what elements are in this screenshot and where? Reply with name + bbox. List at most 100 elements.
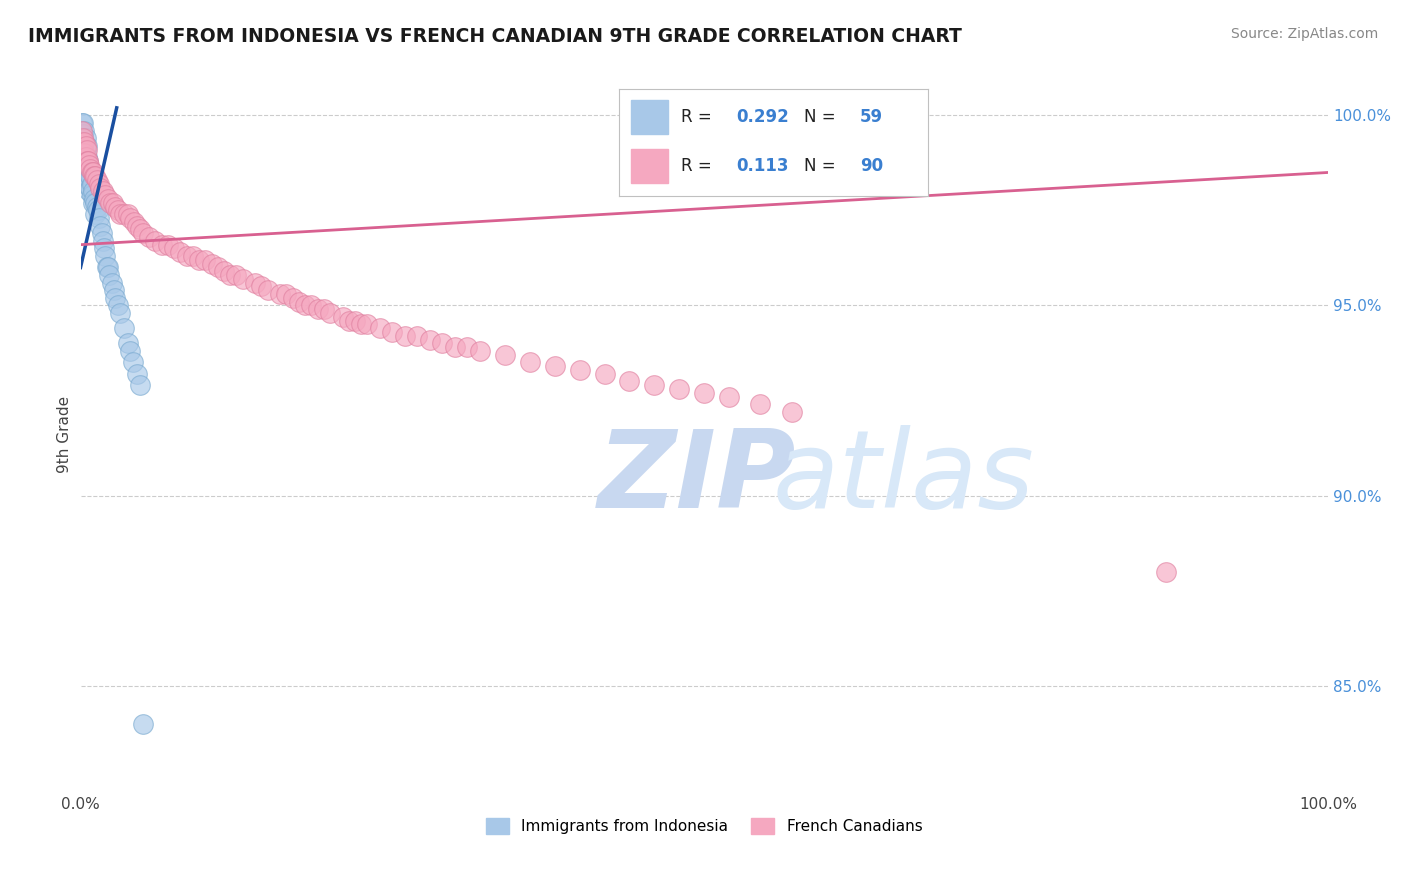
Point (77, 165, 100, 179)
Text: N =: N = (804, 157, 841, 175)
Point (381, 325, 404, 339)
Point (120, 344, 142, 359)
Point (89, 219, 111, 233)
Point (299, 298, 322, 312)
Point (232, 272, 254, 286)
Point (343, 314, 366, 328)
Bar (631, 149, 668, 184)
Point (76, 173, 98, 187)
Point (619, 375, 641, 389)
Point (250, 279, 273, 293)
Point (70, 131, 93, 145)
Point (97, 192, 120, 206)
Point (169, 245, 191, 260)
Point (77, 173, 100, 187)
Point (125, 367, 148, 381)
Point (194, 252, 217, 267)
Point (91, 234, 114, 248)
Point (75, 165, 97, 179)
Point (84, 169, 107, 184)
Legend: Immigrants from Indonesia, French Canadians: Immigrants from Indonesia, French Canadi… (486, 818, 922, 834)
Point (83, 192, 105, 206)
Point (163, 242, 186, 256)
Point (294, 298, 316, 312)
Point (72, 139, 94, 153)
Point (70, 116, 93, 130)
Point (181, 249, 204, 263)
Point (73, 135, 96, 149)
Point (188, 252, 211, 267)
Point (443, 340, 465, 354)
Point (76, 143, 98, 157)
Point (125, 219, 148, 233)
Text: atlas: atlas (773, 425, 1035, 530)
Text: Source: ZipAtlas.com: Source: ZipAtlas.com (1230, 27, 1378, 41)
Point (80, 188, 103, 202)
Text: 0.113: 0.113 (737, 157, 789, 175)
Point (494, 348, 516, 362)
Point (281, 291, 304, 305)
Point (89, 211, 111, 225)
Text: 59: 59 (860, 108, 883, 126)
Point (117, 207, 139, 221)
Point (129, 378, 152, 392)
Point (212, 264, 235, 278)
Point (337, 314, 360, 328)
Point (80, 165, 103, 179)
Point (693, 385, 716, 400)
Point (468, 344, 491, 359)
Point (780, 405, 803, 419)
Point (73, 169, 96, 184)
Point (1154, 565, 1177, 579)
Point (79, 169, 101, 184)
Bar (631, 100, 668, 134)
Point (288, 294, 311, 309)
Text: R =: R = (681, 108, 717, 126)
Point (156, 237, 179, 252)
Point (73, 123, 96, 137)
Point (332, 310, 354, 324)
Point (110, 306, 132, 320)
Point (225, 268, 247, 282)
Point (76, 139, 98, 153)
Point (145, 234, 167, 248)
Point (76, 150, 98, 164)
Point (207, 260, 229, 275)
Point (77, 154, 100, 169)
Point (75, 154, 97, 169)
Point (82, 185, 104, 199)
Point (91, 185, 114, 199)
Point (97, 260, 120, 275)
Point (112, 321, 135, 335)
Point (122, 215, 145, 229)
Text: ZIP: ZIP (599, 425, 797, 531)
Point (269, 287, 291, 301)
Point (243, 276, 266, 290)
Point (72, 143, 94, 157)
Point (89, 180, 111, 194)
Point (668, 382, 690, 396)
Text: 90: 90 (860, 157, 883, 175)
Point (120, 211, 142, 225)
Point (82, 165, 104, 179)
Point (307, 302, 329, 317)
Point (76, 161, 98, 176)
Point (82, 195, 104, 210)
Y-axis label: 9th Grade: 9th Grade (58, 396, 72, 474)
Point (72, 154, 94, 169)
Point (107, 298, 129, 312)
Point (73, 146, 96, 161)
Point (75, 143, 97, 157)
Point (86, 173, 108, 187)
Point (101, 195, 124, 210)
Point (70, 135, 93, 149)
Point (73, 146, 96, 161)
Point (110, 207, 132, 221)
Point (132, 227, 155, 241)
Point (98, 268, 121, 282)
Point (104, 200, 127, 214)
Point (70, 123, 93, 137)
Point (319, 306, 342, 320)
Point (75, 177, 97, 191)
Point (593, 367, 616, 381)
